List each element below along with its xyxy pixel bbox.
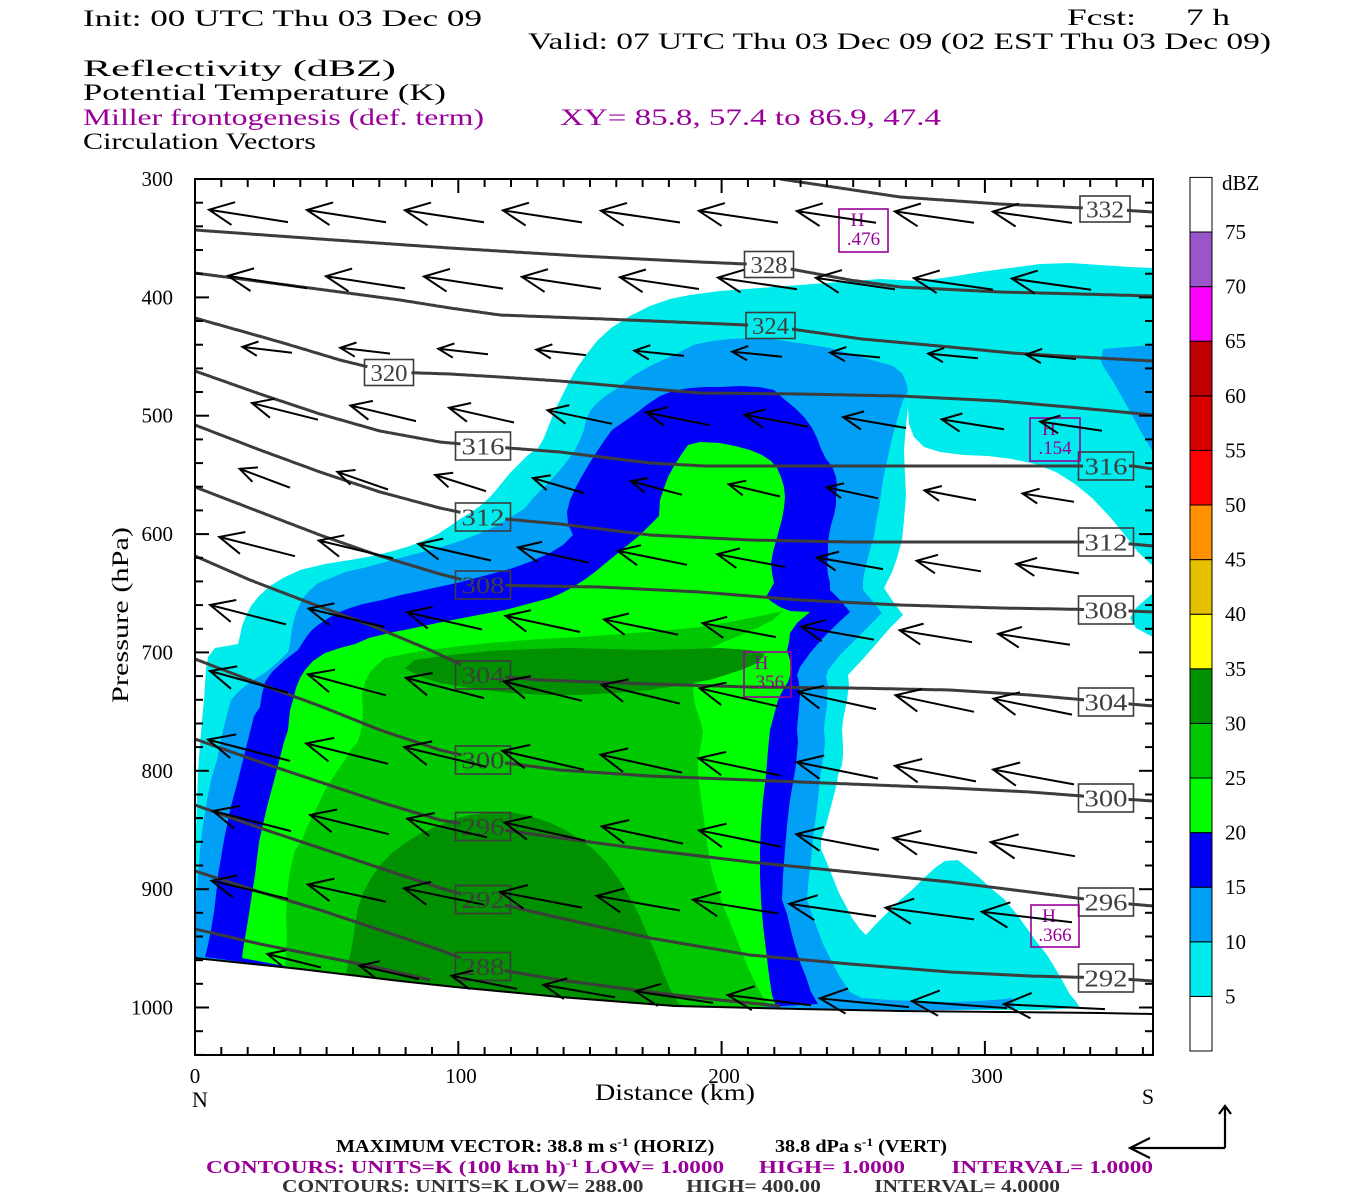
svg-text:.476: .476 [847, 229, 880, 250]
svg-text:200: 200 [708, 1064, 740, 1088]
svg-text:65: 65 [1225, 329, 1246, 353]
svg-text:800: 800 [142, 759, 174, 783]
svg-text:0: 0 [190, 1064, 201, 1088]
svg-text:316: 316 [1085, 455, 1128, 481]
svg-text:.366: .366 [1038, 925, 1071, 946]
svg-text:10: 10 [1225, 930, 1246, 954]
svg-text:MAXIMUM VECTOR: 38.8 m s-1 (H: MAXIMUM VECTOR: 38.8 m s -1 (HORIZ) 38.8 … [336, 1135, 947, 1157]
svg-text:316: 316 [462, 435, 505, 461]
svg-text:75: 75 [1225, 220, 1246, 244]
svg-text:1000: 1000 [131, 996, 173, 1020]
svg-text:15: 15 [1225, 875, 1246, 899]
svg-text:dBZ: dBZ [1222, 171, 1259, 195]
svg-text:Init: 00 UTC Thu 03 Dec 09: Init: 00 UTC Thu 03 Dec 09 [83, 6, 482, 31]
svg-text:400: 400 [142, 285, 174, 309]
svg-text:Distance (km): Distance (km) [595, 1080, 755, 1105]
svg-text:324: 324 [752, 314, 789, 340]
svg-text:700: 700 [142, 640, 174, 664]
svg-text:20: 20 [1225, 821, 1246, 845]
svg-text:45: 45 [1225, 548, 1246, 572]
svg-text:55: 55 [1225, 438, 1246, 462]
svg-text:Potential Temperature (K): Potential Temperature (K) [83, 80, 446, 105]
svg-text:900: 900 [142, 877, 174, 901]
svg-text:292: 292 [1085, 967, 1128, 993]
svg-text:300: 300 [971, 1064, 1003, 1088]
svg-text:332: 332 [1086, 198, 1124, 224]
svg-text:70: 70 [1225, 275, 1246, 299]
svg-text:100: 100 [445, 1064, 477, 1088]
svg-text:320: 320 [371, 361, 408, 387]
svg-text:35: 35 [1225, 657, 1246, 681]
svg-text:Valid: 07 UTC Thu 03 Dec 09 (0: Valid: 07 UTC Thu 03 Dec 09 (02 EST Thu … [528, 29, 1271, 54]
svg-text:300: 300 [142, 167, 174, 191]
svg-text:5: 5 [1225, 984, 1236, 1008]
svg-text:.154: .154 [1038, 438, 1072, 459]
svg-text:50: 50 [1225, 493, 1246, 517]
svg-text:Pressure (hPa): Pressure (hPa) [108, 527, 133, 703]
svg-text:288: 288 [462, 955, 505, 981]
svg-text:N: N [192, 1087, 208, 1112]
svg-text:Miller frontogenesis (def. ter: Miller frontogenesis (def. term) [83, 105, 484, 130]
svg-text:H: H [755, 653, 769, 674]
svg-text:328: 328 [751, 253, 788, 279]
svg-text:300: 300 [1085, 787, 1128, 813]
svg-text:CONTOURS: UNITS=K LOW= 288.: CONTOURS: UNITS=K LOW= 288.00 HIGH= 400.… [282, 1176, 1060, 1196]
svg-text:312: 312 [1085, 531, 1128, 557]
svg-text:30: 30 [1225, 711, 1246, 735]
svg-text:.356: .356 [751, 672, 784, 693]
svg-text:H: H [1042, 906, 1056, 927]
svg-text:XY= 85.8, 57.4 to 86.9, 47.4: XY= 85.8, 57.4 to 86.9, 47.4 [560, 105, 942, 130]
svg-text:308: 308 [1085, 599, 1128, 625]
svg-text:Circulation Vectors: Circulation Vectors [83, 129, 316, 154]
svg-text:308: 308 [462, 574, 505, 600]
svg-text:304: 304 [1085, 691, 1128, 717]
svg-text:S: S [1142, 1084, 1154, 1109]
svg-text:CONTOURS: UNITS=K (100 km h)-: CONTOURS: UNITS=K (100 km h) -1 LOW= 1.00… [206, 1156, 1153, 1178]
svg-text:60: 60 [1225, 384, 1246, 408]
svg-text:Reflectivity (dBZ): Reflectivity (dBZ) [83, 56, 396, 81]
svg-text:7 h: 7 h [1186, 5, 1231, 30]
svg-text:312: 312 [462, 506, 505, 532]
svg-text:500: 500 [142, 404, 174, 428]
svg-text:296: 296 [1085, 891, 1128, 917]
svg-text:25: 25 [1225, 766, 1246, 790]
svg-text:600: 600 [142, 522, 174, 546]
svg-text:304: 304 [462, 664, 505, 690]
svg-text:Fcst:: Fcst: [1067, 5, 1136, 30]
svg-text:40: 40 [1225, 602, 1246, 626]
